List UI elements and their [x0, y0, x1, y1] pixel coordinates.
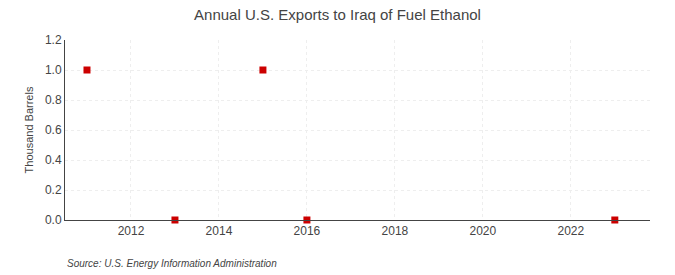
- svg-text:0.0: 0.0: [45, 213, 62, 227]
- svg-text:2020: 2020: [470, 224, 497, 238]
- svg-text:1.0: 1.0: [45, 63, 62, 77]
- svg-text:2014: 2014: [206, 224, 233, 238]
- svg-text:0.8: 0.8: [45, 93, 62, 107]
- svg-text:0.6: 0.6: [45, 123, 62, 137]
- svg-text:Source: U.S. Energy Informatio: Source: U.S. Energy Information Administ…: [67, 258, 277, 269]
- svg-text:2016: 2016: [294, 224, 321, 238]
- svg-text:1.2: 1.2: [45, 33, 62, 47]
- svg-text:0.4: 0.4: [45, 153, 62, 167]
- svg-text:Annual U.S. Exports to Iraq of: Annual U.S. Exports to Iraq of Fuel Etha…: [194, 6, 481, 23]
- svg-text:2012: 2012: [118, 224, 145, 238]
- svg-text:2018: 2018: [382, 224, 409, 238]
- svg-text:2022: 2022: [557, 224, 584, 238]
- svg-text:Thousand Barrels: Thousand Barrels: [23, 86, 35, 173]
- svg-text:0.2: 0.2: [45, 183, 62, 197]
